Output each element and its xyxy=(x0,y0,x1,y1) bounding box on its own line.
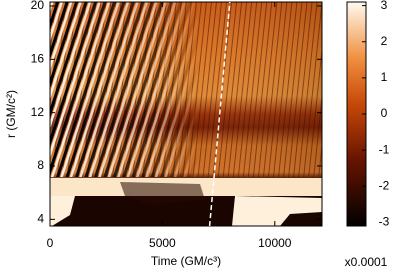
colorbar-tick-label: 3 xyxy=(381,0,388,12)
y-tick-label: 20 xyxy=(31,0,45,12)
y-tick-label: 16 xyxy=(31,52,45,66)
x-tick-label: 10000 xyxy=(258,236,292,250)
x-tick-label: 5000 xyxy=(149,236,176,250)
x-axis-label: Time (GM/c³) xyxy=(151,254,221,268)
colorbar-tick-label: 0 xyxy=(381,106,388,120)
y-axis-label: r (GM/c²) xyxy=(4,90,18,138)
colorbar-tick-label: -1 xyxy=(379,142,390,156)
colorbar-tick-label: -2 xyxy=(379,178,390,192)
colorbar-tick-label: -3 xyxy=(379,215,390,229)
annotation-line xyxy=(208,1,231,227)
plot-frame xyxy=(49,1,323,227)
y-tick-label: 4 xyxy=(37,212,44,226)
colorbar-tick-label: 1 xyxy=(381,70,388,84)
y-tick-label: 12 xyxy=(31,105,45,119)
y-tick-label: 8 xyxy=(37,158,44,172)
colorbar-multiplier: x0.0001 xyxy=(345,255,388,269)
heatmap xyxy=(50,2,322,226)
x-tick-label: 0 xyxy=(47,236,54,250)
colorbar-tick-label: 2 xyxy=(381,34,388,48)
